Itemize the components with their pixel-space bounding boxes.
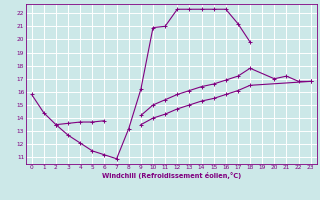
X-axis label: Windchill (Refroidissement éolien,°C): Windchill (Refroidissement éolien,°C) [101,172,241,179]
